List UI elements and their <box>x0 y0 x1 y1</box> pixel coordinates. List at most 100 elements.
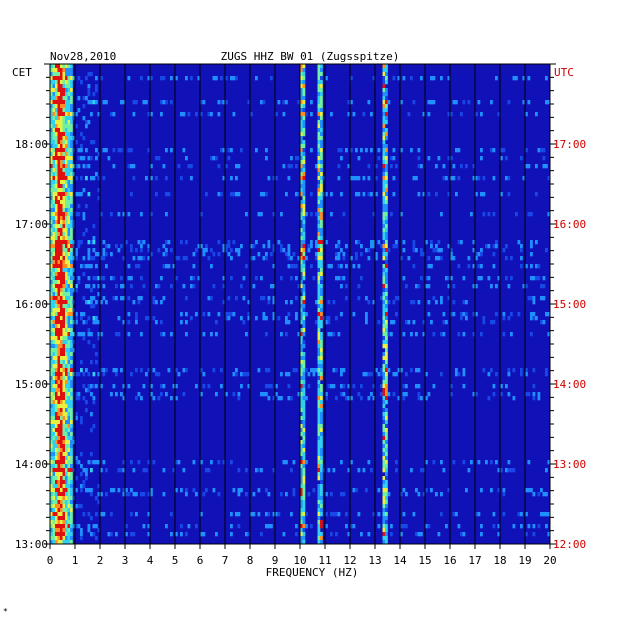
heatmap-cell <box>382 188 386 193</box>
heatmap-cell <box>70 248 73 253</box>
heatmap-cell <box>317 408 321 413</box>
heatmap-cell <box>70 488 73 493</box>
heatmap-cell <box>435 300 438 305</box>
heatmap-cell <box>97 332 101 337</box>
heatmap-cell <box>300 368 303 373</box>
heatmap-cell <box>300 260 303 265</box>
heatmap-cell <box>52 324 56 329</box>
heatmap-cell <box>202 100 206 105</box>
heatmap-cell <box>187 112 191 117</box>
heatmap-cell <box>317 436 321 441</box>
heatmap-cell <box>347 112 351 117</box>
heatmap-cell <box>70 200 73 205</box>
heatmap-cell <box>382 84 386 89</box>
heatmap-cell <box>62 340 66 345</box>
heatmap-cell <box>147 256 151 261</box>
heatmap-cell <box>70 480 73 485</box>
heatmap-cell <box>435 164 438 169</box>
heatmap-cell <box>70 184 73 189</box>
heatmap-cell <box>62 528 66 533</box>
heatmap-cell <box>545 492 548 497</box>
heatmap-cell <box>60 312 63 317</box>
heatmap-cell <box>300 120 303 125</box>
heatmap-cell <box>140 256 143 261</box>
heatmap-cell <box>320 252 323 257</box>
heatmap-cell <box>525 372 528 377</box>
heatmap-cell <box>315 252 318 257</box>
heatmap-cell <box>165 212 168 217</box>
heatmap-cell <box>62 80 66 85</box>
heatmap-cell <box>67 236 71 241</box>
heatmap-cell <box>375 176 378 181</box>
x-tick-label-18: 18 <box>493 554 506 567</box>
heatmap-cell <box>70 240 73 245</box>
heatmap-cell <box>320 180 323 185</box>
heatmap-cell <box>57 380 61 385</box>
heatmap-cell <box>355 240 358 245</box>
heatmap-cell <box>397 368 401 373</box>
heatmap-cell <box>382 284 386 289</box>
heatmap-cell <box>300 528 303 533</box>
heatmap-cell <box>90 428 93 433</box>
heatmap-cell <box>257 212 261 217</box>
heatmap-cell <box>95 156 98 161</box>
heatmap-cell <box>250 256 253 261</box>
heatmap-cell <box>72 136 76 141</box>
heatmap-cell <box>382 232 386 237</box>
heatmap-cell <box>52 100 56 105</box>
heatmap-cell <box>140 296 143 301</box>
heatmap-cell <box>60 200 63 205</box>
heatmap-cell <box>60 348 63 353</box>
heatmap-cell <box>150 384 153 389</box>
heatmap-cell <box>192 264 196 269</box>
heatmap-cell <box>60 508 63 513</box>
heatmap-cell <box>302 268 306 273</box>
heatmap-cell <box>67 184 71 189</box>
heatmap-cell <box>317 92 321 97</box>
heatmap-cell <box>57 496 61 501</box>
heatmap-cell <box>62 160 66 165</box>
heatmap-cell <box>537 524 541 529</box>
heatmap-cell <box>350 76 353 81</box>
heatmap-cell <box>67 324 71 329</box>
heatmap-cell <box>377 148 381 153</box>
heatmap-cell <box>320 440 323 445</box>
heatmap-cell <box>310 240 313 245</box>
heatmap-cell <box>300 140 303 145</box>
heatmap-cell <box>400 148 403 153</box>
heatmap-cell <box>445 524 448 529</box>
heatmap-cell <box>55 524 58 529</box>
heatmap-cell <box>352 524 356 529</box>
heatmap-cell <box>67 512 71 517</box>
heatmap-cell <box>527 392 531 397</box>
heatmap-cell <box>60 160 63 165</box>
heatmap-cell <box>322 176 326 181</box>
heatmap-cell <box>385 508 388 513</box>
heatmap-cell <box>60 368 63 373</box>
heatmap-cell <box>472 284 476 289</box>
heatmap-cell <box>182 392 186 397</box>
heatmap-cell <box>320 276 323 281</box>
heatmap-cell <box>320 452 323 457</box>
heatmap-cell <box>57 68 61 73</box>
heatmap-cell <box>67 412 71 417</box>
heatmap-cell <box>300 176 303 181</box>
heatmap-cell <box>102 248 106 253</box>
heatmap-cell <box>482 320 486 325</box>
heatmap-cell <box>65 416 68 421</box>
heatmap-cell <box>302 296 306 301</box>
heatmap-cell <box>117 468 121 473</box>
heatmap-cell <box>382 376 386 381</box>
heatmap-cell <box>230 76 233 81</box>
footer-mark: * <box>3 607 8 616</box>
heatmap-cell <box>132 164 136 169</box>
heatmap-cell <box>382 276 386 281</box>
heatmap-cell <box>320 464 323 469</box>
heatmap-cell <box>55 132 58 137</box>
heatmap-cell <box>87 328 91 333</box>
heatmap-cell <box>67 368 71 373</box>
heatmap-cell <box>385 252 388 257</box>
heatmap-cell <box>287 248 291 253</box>
heatmap-cell <box>105 368 108 373</box>
heatmap-cell <box>70 492 73 497</box>
